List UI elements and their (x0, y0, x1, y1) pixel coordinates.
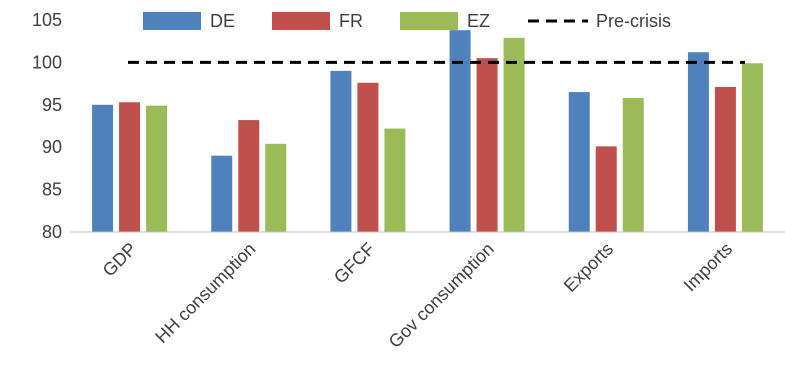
x-tick-label: Gov consumption (385, 239, 498, 352)
legend-label-de: DE (210, 11, 235, 31)
bar-fr-hh-consumption (238, 120, 260, 232)
bars (92, 30, 763, 233)
bar-de-gov-consumption (449, 30, 471, 233)
y-tick-label: 90 (42, 137, 62, 157)
bar-fr-gov-consumption (476, 58, 498, 232)
y-tick-label: 85 (42, 180, 62, 200)
legend-swatch-fr (272, 12, 330, 30)
bar-de-imports (687, 52, 709, 232)
y-tick-label: 80 (42, 222, 62, 242)
bar-ez-hh-consumption (265, 143, 287, 232)
x-tick-label: HH consumption (151, 239, 259, 347)
legend-label-ez: EZ (467, 11, 490, 31)
legend-label-pre-crisis: Pre-crisis (596, 11, 671, 31)
bar-fr-exports (595, 146, 617, 232)
bar-ez-gfcf (384, 128, 406, 232)
bar-fr-gfcf (357, 82, 379, 232)
x-tick-label: Exports (560, 239, 617, 296)
bar-fr-gdp (119, 102, 141, 232)
y-tick-label: 95 (42, 95, 62, 115)
legend: DE FR EZ Pre-crisis (143, 11, 671, 31)
legend-swatch-ez (400, 12, 458, 30)
legend-label-fr: FR (339, 11, 363, 31)
y-axis: 80 85 90 95 100 105 (32, 10, 62, 242)
bar-ez-gdp (146, 105, 168, 232)
y-tick-label: 100 (32, 52, 62, 72)
x-tick-label: GDP (99, 239, 141, 281)
legend-swatch-de (143, 12, 201, 30)
bar-de-exports (568, 92, 590, 232)
bar-de-hh-consumption (211, 155, 233, 232)
x-axis-tick-labels: GDP HH consumption GFCF Gov consumption Expo… (99, 239, 737, 352)
y-tick-label: 105 (32, 10, 62, 30)
bar-ez-imports (741, 63, 763, 232)
bar-de-gfcf (330, 70, 352, 232)
bar-de-gdp (92, 104, 114, 232)
bar-ez-exports (622, 98, 644, 233)
x-tick-label: Imports (680, 239, 737, 296)
bar-ez-gov-consumption (503, 37, 525, 232)
bar-fr-imports (714, 86, 736, 232)
x-tick-label: GFCF (330, 239, 379, 288)
